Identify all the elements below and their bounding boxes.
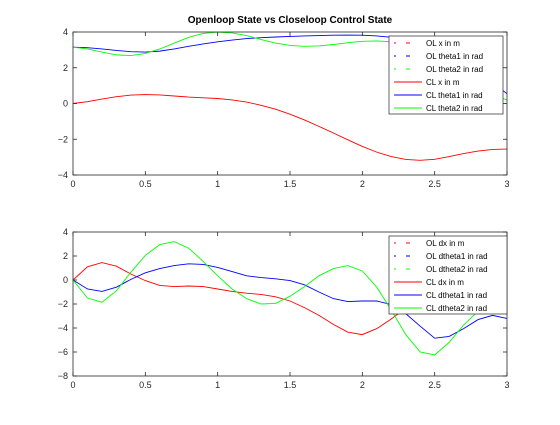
x-tick-label: 0.5 bbox=[139, 380, 152, 390]
legend-label-2: OL dtheta1 in rad bbox=[426, 252, 488, 261]
subplot-1: 0 0.5 1 1.5 2 2.5 3 −4 −2 0 2 4 Openloop State vs Cl… bbox=[58, 15, 510, 189]
legend-label-3: OL dtheta2 in rad bbox=[426, 265, 488, 274]
y-tick-label: 0 bbox=[63, 275, 68, 285]
x-tick-label: 1 bbox=[215, 179, 220, 189]
legend-label-5: CL dtheta1 in rad bbox=[426, 291, 487, 300]
x-tick-label: 1 bbox=[215, 380, 220, 390]
x-tick-label: 2 bbox=[360, 179, 365, 189]
series-line-6 bbox=[73, 241, 507, 356]
y-tick-label: −6 bbox=[58, 347, 68, 357]
legend-box bbox=[388, 235, 508, 315]
legend-label-6: CL theta2 in rad bbox=[426, 104, 483, 113]
legend-label-6: CL dtheta2 in rad bbox=[426, 304, 487, 313]
series-line-5 bbox=[73, 263, 507, 339]
x-tick-label: 2.5 bbox=[428, 179, 441, 189]
chart-title: Openloop State vs Closeloop Control Stat… bbox=[188, 15, 393, 26]
x-tick-label: 3 bbox=[504, 179, 509, 189]
x-tick-label: 2.5 bbox=[428, 380, 441, 390]
legend-label-1: OL x in m bbox=[426, 39, 460, 48]
y-tick-label: −2 bbox=[58, 134, 68, 144]
y-tick-label: −8 bbox=[58, 371, 68, 381]
x-tick-label: 0 bbox=[70, 179, 75, 189]
subplot-2: 0 0.5 1 1.5 2 2.5 3 −8 −6 −4 −2 0 2 4 OL dx in m OL dth… bbox=[58, 227, 510, 390]
legend-label-1: OL dx in m bbox=[426, 239, 465, 248]
y-tick-label: −4 bbox=[58, 170, 68, 180]
legend: OL dx in m OL dtheta1 in rad OL dtheta2 in… bbox=[388, 235, 508, 315]
legend-label-4: CL dx in m bbox=[426, 278, 464, 287]
y-tick-label: 4 bbox=[63, 27, 68, 37]
series-line-4 bbox=[73, 94, 507, 161]
legend: OL x in m OL theta1 in rad OL theta2 in ra… bbox=[388, 35, 504, 115]
y-tick-label: −4 bbox=[58, 323, 68, 333]
x-tick-label: 0 bbox=[70, 380, 75, 390]
legend-box bbox=[388, 35, 504, 115]
x-tick-label: 2 bbox=[360, 380, 365, 390]
x-tick-label: 1.5 bbox=[284, 179, 297, 189]
y-tick-label: 2 bbox=[63, 63, 68, 73]
x-tick-label: 3 bbox=[504, 380, 509, 390]
legend-label-2: OL theta1 in rad bbox=[426, 52, 483, 61]
x-tick-label: 1.5 bbox=[284, 380, 297, 390]
y-tick-label: −2 bbox=[58, 299, 68, 309]
legend-label-5: CL theta1 in rad bbox=[426, 91, 483, 100]
y-tick-label: 0 bbox=[63, 99, 68, 109]
legend-label-3: OL theta2 in rad bbox=[426, 65, 483, 74]
y-tick-label: 4 bbox=[63, 227, 68, 237]
legend-label-4: CL x in m bbox=[426, 78, 460, 87]
x-tick-label: 0.5 bbox=[139, 179, 152, 189]
y-tick-label: 2 bbox=[63, 251, 68, 261]
